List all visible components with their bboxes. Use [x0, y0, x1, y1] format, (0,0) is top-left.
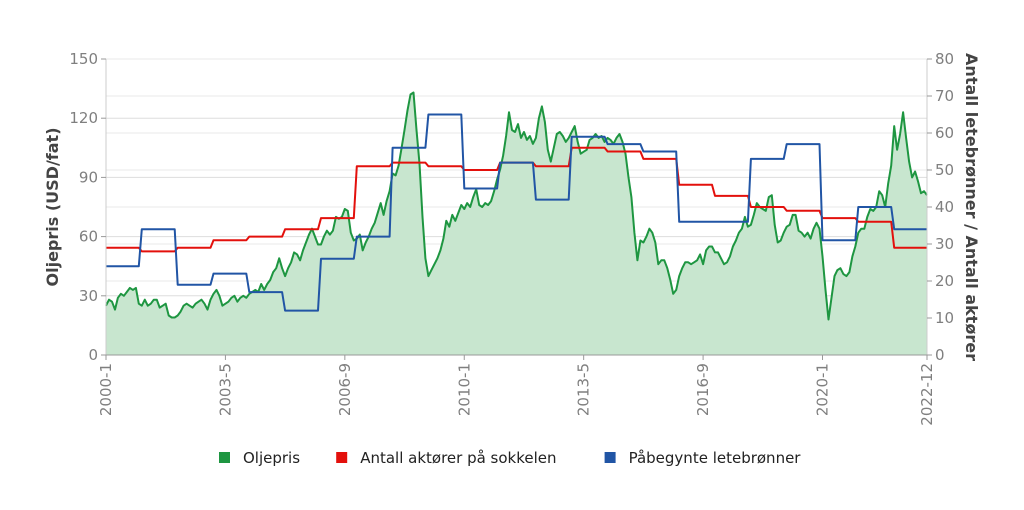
- y-axis-title-left: Oljepris (USD/fat): [43, 127, 62, 286]
- y-tick-label-right: 40: [935, 198, 954, 216]
- x-tick-label: 2013-5: [575, 363, 593, 416]
- x-tick-label: 2000-1: [97, 363, 115, 416]
- series-line-0: [105, 91, 928, 321]
- x-tick-label: 2010-1: [455, 363, 473, 416]
- y-tick-label-right: 30: [935, 235, 954, 253]
- y-tick-label-left: 30: [79, 287, 98, 305]
- x-tick-label: 2020-1: [814, 363, 832, 416]
- x-tick-label: 2016-9: [694, 363, 712, 416]
- y-tick-label-left: 60: [79, 228, 98, 246]
- x-tick-label: 2006-9: [336, 363, 354, 416]
- y-tick-label-left: 0: [88, 346, 98, 364]
- y-tick-label-right: 50: [935, 161, 954, 179]
- legend-swatch: [219, 452, 230, 463]
- y-tick-label-right: 10: [935, 309, 954, 327]
- y-tick-label-left: 150: [69, 50, 98, 68]
- y-tick-label-left: 120: [69, 109, 98, 127]
- x-tick-label: 2003-5: [216, 363, 234, 416]
- legend-label: Oljepris: [243, 449, 300, 467]
- legend-swatch: [604, 452, 616, 463]
- y-tick-label-left: 90: [79, 168, 98, 186]
- y-tick-label-right: 20: [935, 272, 954, 290]
- legend-label: Antall aktører på sokkelen: [360, 449, 556, 467]
- y-tick-label-right: 60: [935, 124, 954, 142]
- legend-label: Påbegynte letebrønner: [629, 449, 802, 467]
- y-tick-label-right: 0: [935, 346, 945, 364]
- legend-swatch: [336, 452, 348, 463]
- series-area-oljepris: [106, 92, 927, 355]
- x-tick-label: 2022-12: [918, 363, 936, 426]
- series-line-2: [106, 113, 927, 312]
- y-tick-label-right: 80: [935, 50, 954, 68]
- y-tick-label-right: 70: [935, 87, 954, 105]
- y-axis-title-right: Antall letebrønner / Antall aktører: [962, 53, 981, 361]
